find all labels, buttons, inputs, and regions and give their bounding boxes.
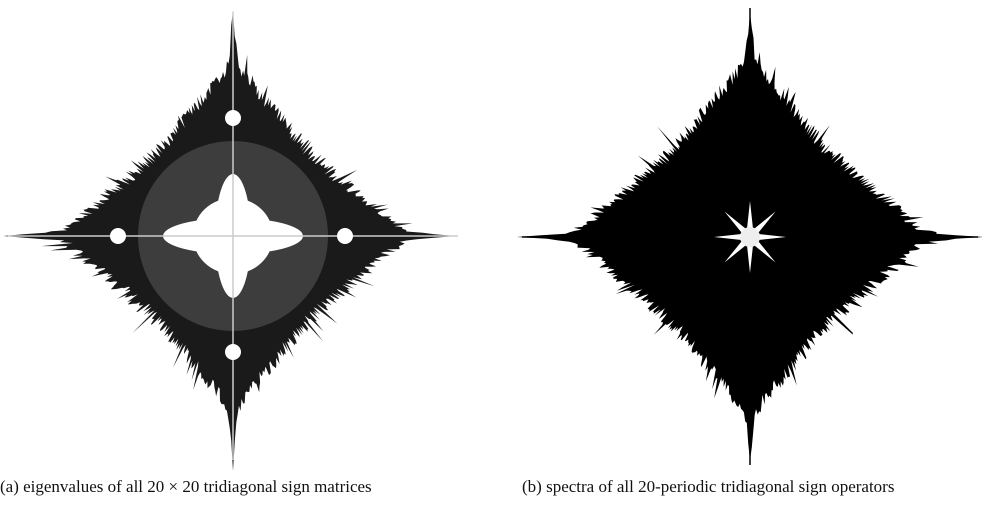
caption-b: (b) spectra of all 20-periodic tridiagon… [522,476,982,498]
bright-spot [225,110,241,126]
panel-b-image [517,8,982,465]
panel-a-image [3,11,458,470]
bright-spot [110,228,126,244]
bright-spot [225,344,241,360]
figure-images [0,0,982,470]
center-core [740,227,760,247]
page: {"figure": {"panels": [ {"caption": "(a)… [0,0,982,529]
caption-a: (a) eigenvalues of all 20 × 20 tridiagon… [0,476,460,498]
bright-spot [337,228,353,244]
